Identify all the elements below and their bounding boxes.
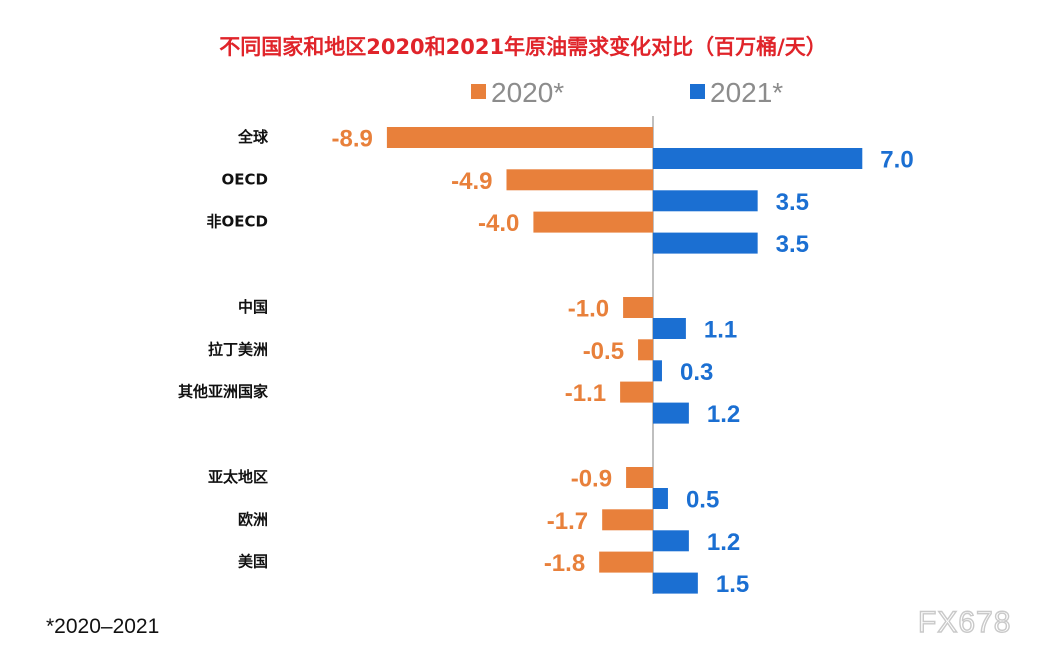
bar-2020 bbox=[623, 297, 653, 318]
data-label: -4.0 bbox=[478, 210, 519, 237]
legend-swatch-2021 bbox=[690, 84, 705, 99]
data-label: 1.2 bbox=[707, 529, 740, 556]
category-label: 中国 bbox=[238, 298, 268, 316]
data-label: -1.0 bbox=[568, 296, 609, 323]
category-label: OECD bbox=[222, 170, 268, 188]
bar-2020 bbox=[506, 169, 653, 191]
category-label: 美国 bbox=[238, 553, 268, 571]
data-label: 0.3 bbox=[680, 359, 713, 386]
plot-area: 全球 -8.9 7.0 OECD -4.9 3.5 非OECD -4.0 3.5 中国 -1.0 1.… bbox=[178, 116, 914, 598]
data-label: -0.9 bbox=[571, 466, 612, 493]
bar-2021 bbox=[653, 232, 758, 254]
bar-2021 bbox=[653, 402, 689, 424]
data-label: 1.2 bbox=[707, 401, 740, 428]
data-label: -1.8 bbox=[544, 550, 585, 577]
bar-2020 bbox=[602, 509, 653, 531]
data-label: 3.5 bbox=[776, 231, 809, 258]
data-label: 0.5 bbox=[686, 487, 719, 514]
bar-2021 bbox=[653, 572, 698, 594]
bar-2020 bbox=[599, 551, 653, 573]
bar-2020 bbox=[386, 127, 653, 148]
category-label: 拉丁美洲 bbox=[208, 340, 268, 358]
bar-2021 bbox=[653, 530, 689, 552]
chart-title: 不同国家和地区2020和2021年原油需求变化对比（百万桶/天） bbox=[219, 35, 827, 59]
data-label: 3.5 bbox=[776, 189, 809, 216]
data-label: 1.5 bbox=[716, 571, 749, 598]
data-label: -8.9 bbox=[332, 126, 373, 153]
data-label: -4.9 bbox=[451, 168, 492, 195]
bar-2020 bbox=[638, 339, 653, 361]
category-label: 亚太地区 bbox=[208, 468, 268, 486]
data-label: -1.7 bbox=[547, 508, 588, 535]
legend-label-2020: 2020* bbox=[491, 77, 564, 108]
data-label: 7.0 bbox=[880, 147, 913, 174]
bar-2020 bbox=[626, 467, 653, 488]
data-label: -0.5 bbox=[583, 338, 624, 365]
bar-2021 bbox=[653, 488, 668, 509]
legend-label-2021: 2021* bbox=[710, 77, 783, 108]
bar-2021 bbox=[653, 148, 863, 169]
legend: 2020* 2021* bbox=[471, 77, 783, 108]
data-label: -1.1 bbox=[565, 380, 606, 407]
category-label: 全球 bbox=[237, 128, 269, 146]
footnote: *2020–2021 bbox=[46, 615, 159, 638]
bar-2021 bbox=[653, 190, 758, 212]
category-label: 其他亚洲国家 bbox=[178, 383, 268, 401]
watermark: FX678 bbox=[918, 606, 1011, 639]
category-label: 欧洲 bbox=[238, 510, 268, 528]
bar-2020 bbox=[620, 381, 653, 403]
bar-2021 bbox=[653, 318, 686, 339]
bar-2021 bbox=[653, 360, 662, 382]
bar-2020 bbox=[533, 211, 653, 233]
category-label: 非OECD bbox=[207, 213, 268, 231]
legend-swatch-2020 bbox=[471, 84, 486, 99]
data-label: 1.1 bbox=[704, 317, 737, 344]
